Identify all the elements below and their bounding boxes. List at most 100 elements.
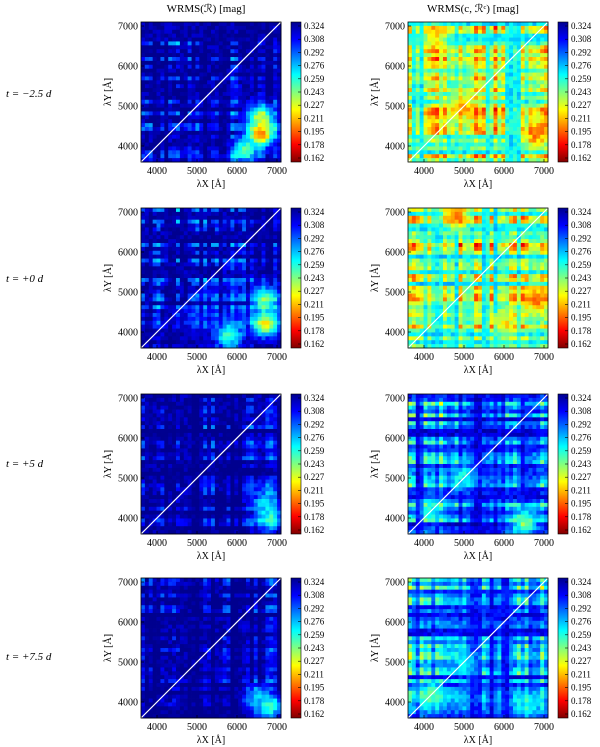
heatmap-cell <box>179 80 185 85</box>
heatmap-cell <box>458 80 463 85</box>
heatmap-cell <box>148 285 154 291</box>
heatmap-cell <box>423 45 428 50</box>
heatmap-cell <box>408 301 413 306</box>
heatmap-cell <box>218 231 224 236</box>
heatmap-cell <box>450 320 456 326</box>
heatmap-cell <box>261 22 266 27</box>
heatmap-cell <box>466 332 471 337</box>
heatmap-cell <box>242 72 247 77</box>
heatmap-cell <box>415 258 421 263</box>
heatmap-cell <box>277 223 282 228</box>
heatmap-cell <box>419 57 424 62</box>
heatmap-cell <box>148 142 154 147</box>
colorbar-tick-label: 0.195 <box>571 127 592 137</box>
heatmap-cell <box>249 274 255 279</box>
heatmap-cell <box>152 53 157 58</box>
heatmap-cell <box>222 29 227 35</box>
heatmap-cell <box>168 309 173 314</box>
heatmap-cell <box>214 92 220 97</box>
heatmap-cell <box>199 223 204 228</box>
heatmap-cell <box>164 262 169 267</box>
heatmap-cell <box>199 250 204 256</box>
heatmap-cell <box>195 115 200 120</box>
heatmap-cell <box>505 84 510 89</box>
heatmap-cell <box>446 29 452 35</box>
heatmap-cell <box>164 68 169 73</box>
heatmap-cell <box>493 146 498 151</box>
heatmap-cell <box>257 223 262 228</box>
heatmap-cell <box>141 22 146 27</box>
heatmap-cell <box>164 45 169 50</box>
heatmap-cell <box>211 134 216 140</box>
heatmap-cell <box>446 84 452 89</box>
heatmap-cell <box>238 289 243 294</box>
heatmap-cell <box>505 231 510 236</box>
heatmap-cell <box>144 25 150 31</box>
heatmap-cell <box>481 158 487 163</box>
heatmap-cell <box>528 119 533 124</box>
heatmap-cell <box>214 340 220 345</box>
heatmap-cell <box>211 80 216 85</box>
heatmap-cell <box>144 320 150 326</box>
heatmap-cell <box>183 49 189 54</box>
heatmap-cell <box>261 324 266 329</box>
heatmap-cell <box>238 88 243 93</box>
heatmap-cell <box>203 29 208 35</box>
heatmap-cell <box>230 146 235 151</box>
heatmap-cell <box>439 231 444 236</box>
heatmap-cell <box>528 84 533 89</box>
heatmap-cell <box>144 258 150 263</box>
heatmap-cell <box>273 142 278 147</box>
heatmap-cell <box>481 154 487 159</box>
heatmap-cell <box>419 305 424 310</box>
heatmap-cell <box>474 130 479 136</box>
heatmap-cell <box>516 158 522 163</box>
heatmap-cell <box>419 281 424 287</box>
heatmap-cell <box>265 309 270 314</box>
heatmap-cell <box>176 328 181 333</box>
heatmap-cell <box>183 285 189 291</box>
heatmap-cell <box>419 211 424 217</box>
heatmap-cell <box>214 41 220 46</box>
heatmap-cell <box>427 320 432 326</box>
heatmap-cell <box>261 88 266 93</box>
heatmap-cell <box>439 215 444 221</box>
heatmap-cell <box>408 250 413 256</box>
heatmap-cell <box>450 111 456 116</box>
heatmap-cell <box>152 344 157 349</box>
heatmap-cell <box>253 99 259 105</box>
heatmap-cell <box>238 223 243 228</box>
heatmap-cell <box>439 76 444 81</box>
heatmap-cell <box>481 340 487 345</box>
heatmap-cell <box>152 274 157 279</box>
heatmap-cell <box>439 223 444 228</box>
heatmap-cell <box>179 246 185 252</box>
heatmap-cell <box>172 270 177 275</box>
heatmap-cell <box>160 231 165 236</box>
heatmap-cell <box>152 246 157 252</box>
heatmap-cell <box>141 340 146 345</box>
heatmap-cell <box>524 138 529 143</box>
heatmap-cell <box>176 227 181 232</box>
heatmap-cell <box>148 68 154 73</box>
heatmap-cell <box>144 88 150 93</box>
heatmap-cell <box>234 84 239 89</box>
heatmap-cell <box>249 92 255 97</box>
heatmap-cell <box>427 25 432 31</box>
heatmap-cell <box>222 57 227 62</box>
heatmap-cell <box>423 258 428 263</box>
colorbar-tick-label: 0.162 <box>304 339 324 349</box>
heatmap-cell <box>195 332 200 337</box>
heatmap-cell <box>411 33 417 38</box>
heatmap-cell <box>540 138 545 143</box>
heatmap-cell <box>446 53 452 58</box>
heatmap-cell <box>176 68 181 73</box>
heatmap-cell <box>439 254 444 259</box>
heatmap-cell <box>156 68 161 73</box>
heatmap-cell <box>214 305 220 310</box>
heatmap-cell <box>141 258 146 263</box>
heatmap-cell <box>269 239 274 244</box>
heatmap-cell <box>540 53 545 58</box>
heatmap-cell <box>454 64 459 70</box>
heatmap-cell <box>540 29 545 35</box>
